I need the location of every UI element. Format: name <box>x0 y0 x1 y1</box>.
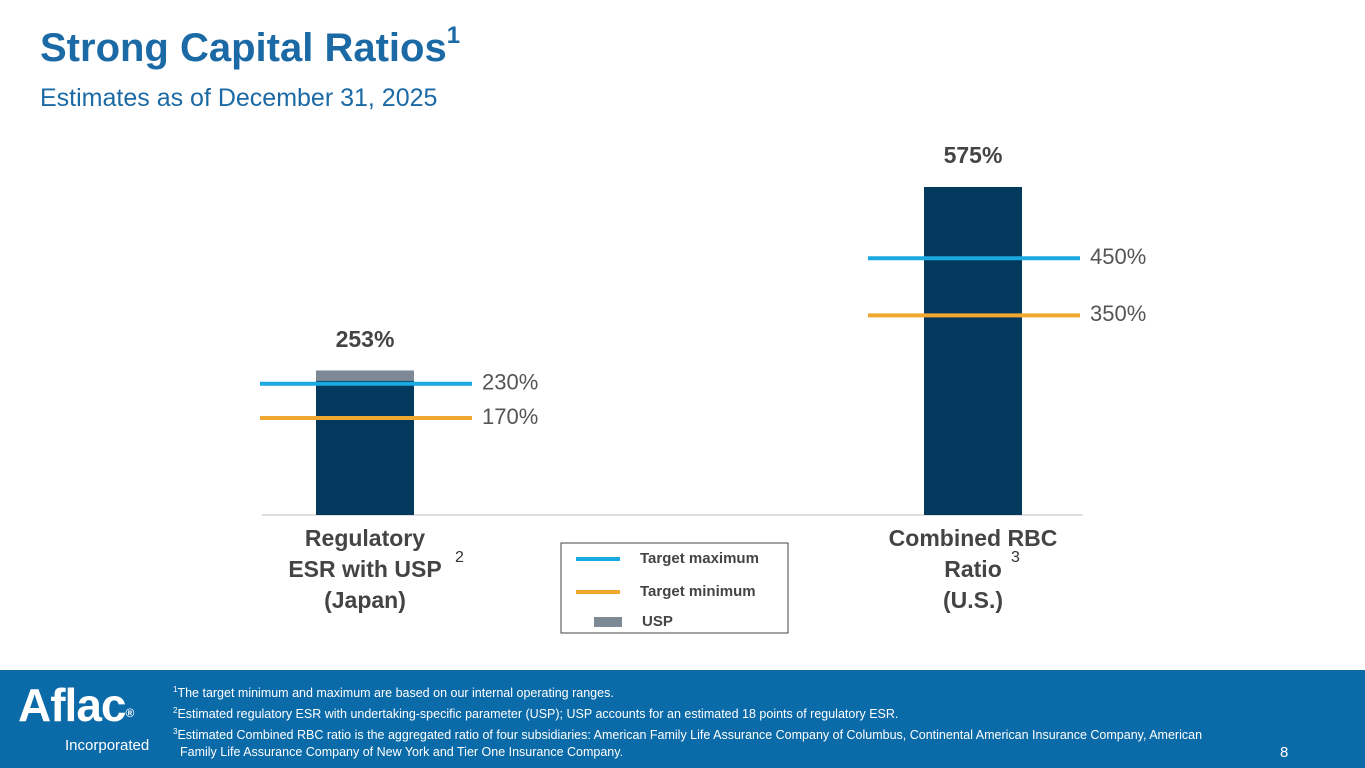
legend-swatch <box>594 617 622 627</box>
category-label: Combined RBC <box>889 525 1058 551</box>
logo-mark: ® <box>125 706 134 720</box>
logo-tagline: Incorporated <box>65 737 150 754</box>
footnote-number: 2 <box>173 706 178 715</box>
footnote-number: 1 <box>173 685 178 694</box>
footnote: 2Estimated regulatory ESR with undertaki… <box>173 702 1233 723</box>
footnote: 1The target minimum and maximum are base… <box>173 681 1233 702</box>
bar <box>924 187 1022 515</box>
footnote-text: Estimated Combined RBC ratio is the aggr… <box>177 728 1203 759</box>
target-label: 170% <box>482 404 538 429</box>
value-label: 575% <box>944 142 1003 168</box>
title: Strong Capital Ratios1 <box>40 22 460 71</box>
target-label: 450% <box>1090 244 1146 269</box>
legend-label: Target minimum <box>640 583 756 600</box>
chart: 253% 230% 170% Regulatory ESR with USP (Japan… <box>260 142 1146 634</box>
footnotes: 1The target minimum and maximum are base… <box>173 681 1233 761</box>
category-label: Ratio <box>944 556 1002 582</box>
footnote-text: Estimated regulatory ESR with undertakin… <box>177 707 899 721</box>
bar <box>316 370 414 515</box>
target-label: 350% <box>1090 301 1146 326</box>
footnote: 3Estimated Combined RBC ratio is the agg… <box>173 723 1233 761</box>
footnote-text: The target minimum and maximum are based… <box>177 686 614 700</box>
footnote-number: 3 <box>173 727 178 736</box>
category-label: (Japan) <box>324 587 406 613</box>
category-note: 3 <box>1011 549 1020 566</box>
usp-segment <box>316 370 414 381</box>
logo-name: Aflac <box>18 679 126 731</box>
title-note: 1 <box>446 22 461 49</box>
page-number: 8 <box>1280 744 1289 761</box>
logo: Aflac® <box>18 678 134 732</box>
category-note: 2 <box>455 549 464 566</box>
target-label: 230% <box>482 370 538 395</box>
legend-label: USP <box>642 613 673 630</box>
title-text: Strong Capital Ratios <box>40 26 447 70</box>
subtitle: Estimates as of December 31, 2025 <box>40 84 438 112</box>
category-label: (U.S.) <box>943 587 1003 613</box>
value-label: 253% <box>336 326 395 352</box>
footer: Aflac® Incorporated 1The target minimum … <box>0 670 1365 768</box>
legend-label: Target maximum <box>640 550 759 567</box>
category-label: ESR with USP <box>288 556 441 582</box>
category-label: Regulatory <box>305 525 425 551</box>
